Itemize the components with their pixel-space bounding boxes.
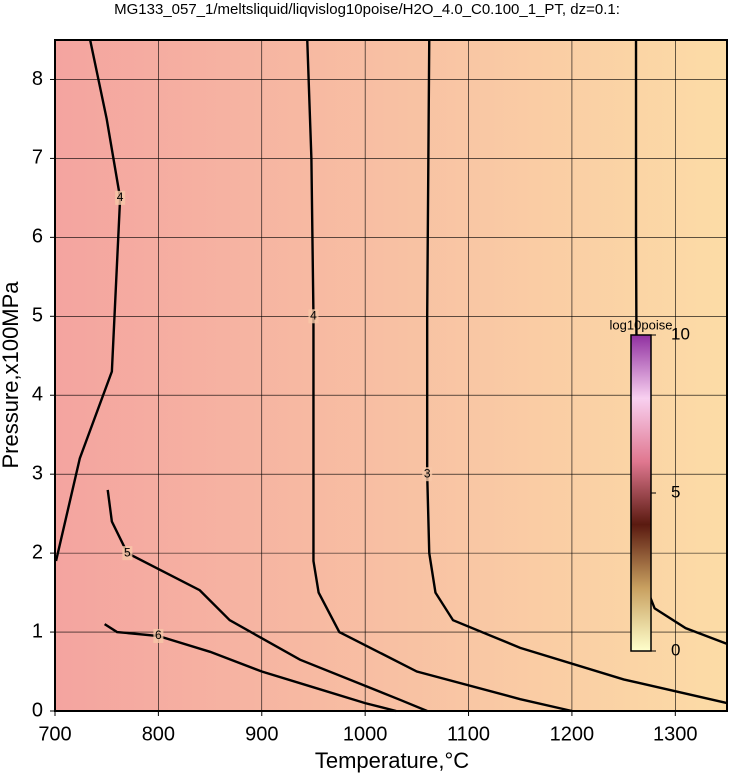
contour-line	[54, 39, 573, 713]
y-tick-label: 2	[32, 541, 43, 563]
plot-area	[55, 40, 727, 711]
contour-label: 4	[117, 190, 124, 204]
y-tick-label: 3	[32, 462, 43, 484]
contour-label-bg	[422, 467, 433, 482]
contour-label-bg	[122, 546, 133, 561]
contour-label: 4	[310, 308, 317, 322]
x-tick-label: 800	[142, 723, 175, 745]
y-tick-label: 0	[32, 699, 43, 721]
x-tick-label: 700	[38, 723, 71, 745]
y-tick-label: 4	[32, 384, 43, 406]
x-axis-label: Temperature,°C	[315, 748, 469, 773]
colorbar-tick-label: 10	[671, 324, 690, 343]
y-tick-label: 7	[32, 147, 43, 169]
chart-title: MG133_057_1/meltsliquid/liqvislog10poise…	[114, 1, 620, 18]
contour-label: 6	[155, 628, 162, 642]
contour-line	[425, 39, 728, 705]
y-axis-label: Pressure,x100MPa	[0, 281, 23, 469]
contour-label-bg	[153, 629, 164, 644]
y-tick-label: 8	[32, 68, 43, 90]
x-tick-label: 1100	[447, 723, 490, 745]
contour-label-bg	[308, 309, 319, 324]
colorbar-label: log10poise	[610, 317, 673, 332]
plot-frame	[54, 39, 728, 712]
x-tick-label: 900	[245, 723, 278, 745]
colorbar-tick-label: 5	[671, 482, 680, 501]
contour-label-bg	[115, 190, 126, 205]
y-tick-label: 5	[32, 305, 43, 327]
x-tick-label: 1200	[550, 723, 595, 745]
colorbar	[630, 334, 652, 652]
x-tick-label: 1300	[653, 723, 698, 745]
x-tick-label: 1000	[343, 723, 388, 745]
colorbar-tick-label: 0	[671, 640, 680, 659]
contour-label: 5	[124, 545, 131, 559]
contour-label: 3	[424, 466, 431, 480]
contour-line	[106, 489, 428, 713]
contour-line	[103, 623, 397, 713]
y-tick-label: 6	[32, 226, 43, 248]
y-tick-label: 1	[32, 620, 43, 642]
